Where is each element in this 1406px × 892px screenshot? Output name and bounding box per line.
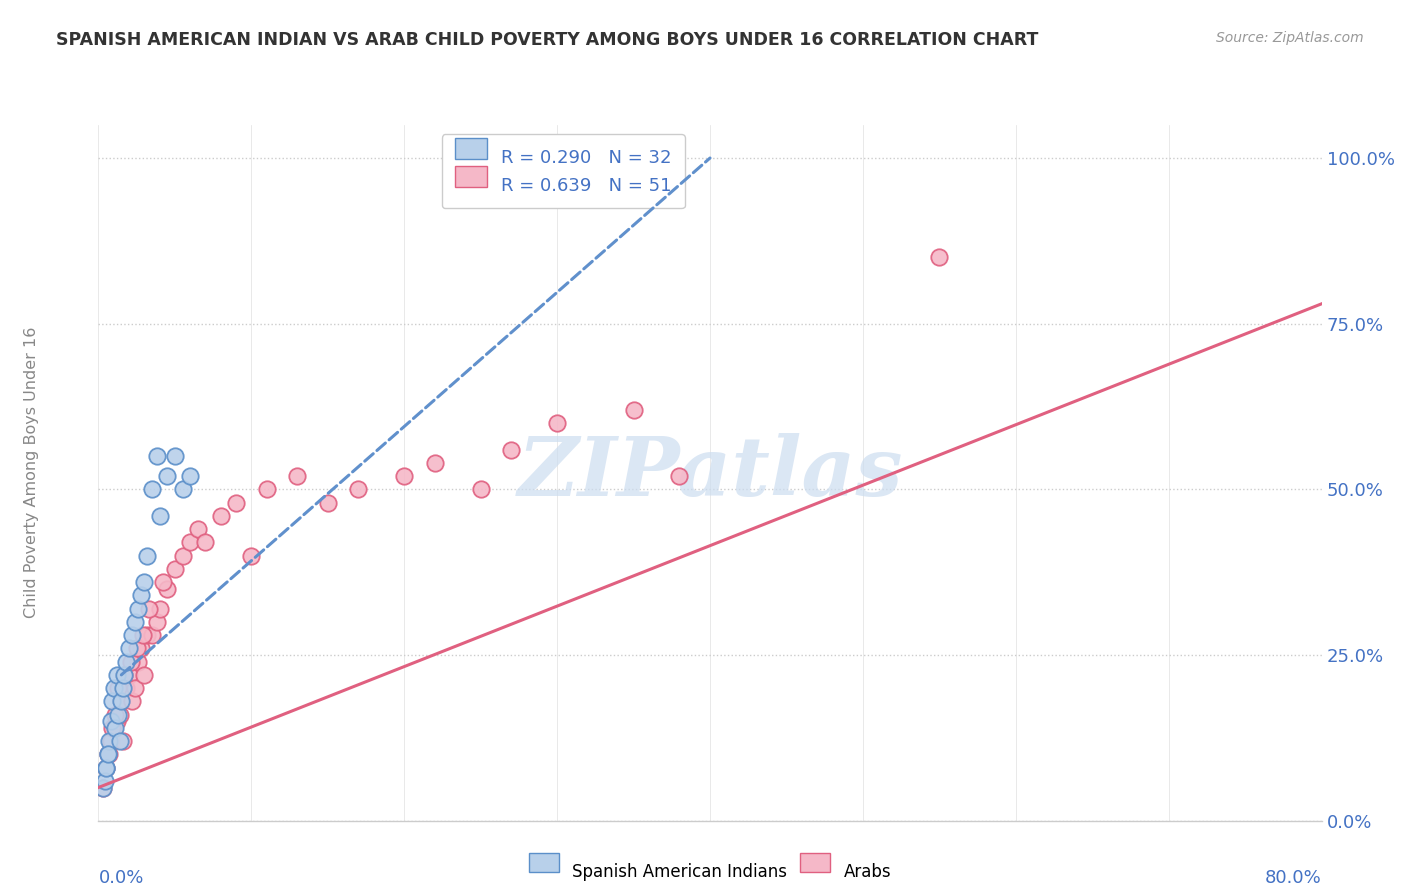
Point bbox=[105, 668, 128, 682]
Point bbox=[110, 694, 132, 708]
Point bbox=[98, 734, 121, 748]
Point bbox=[111, 681, 134, 695]
Point bbox=[105, 714, 128, 729]
Point bbox=[120, 655, 142, 669]
Point bbox=[118, 641, 141, 656]
Point bbox=[97, 747, 120, 762]
Point bbox=[179, 469, 201, 483]
Point bbox=[470, 483, 492, 497]
Point bbox=[94, 761, 117, 775]
Point bbox=[94, 761, 117, 775]
Point bbox=[107, 681, 129, 695]
Point bbox=[136, 628, 159, 642]
Point bbox=[94, 761, 117, 775]
Point bbox=[423, 456, 446, 470]
Point bbox=[145, 615, 167, 629]
Point bbox=[163, 449, 186, 463]
Point bbox=[121, 694, 143, 708]
Point bbox=[172, 549, 194, 563]
Point bbox=[127, 655, 149, 669]
Point bbox=[129, 588, 152, 602]
Point bbox=[129, 641, 152, 656]
Point bbox=[118, 668, 141, 682]
Text: 0.0%: 0.0% bbox=[98, 870, 143, 888]
Point bbox=[138, 601, 160, 615]
Point bbox=[623, 402, 645, 417]
Point bbox=[240, 549, 263, 563]
Text: Source: ZipAtlas.com: Source: ZipAtlas.com bbox=[1216, 31, 1364, 45]
Point bbox=[225, 495, 247, 509]
Point bbox=[546, 416, 568, 430]
Point bbox=[100, 714, 122, 729]
Point bbox=[256, 483, 278, 497]
Point bbox=[347, 483, 370, 497]
Point bbox=[91, 780, 114, 795]
Point bbox=[112, 668, 135, 682]
Point bbox=[132, 628, 155, 642]
Point bbox=[141, 628, 163, 642]
Point bbox=[127, 601, 149, 615]
Point bbox=[104, 721, 127, 735]
Text: ZIPatlas: ZIPatlas bbox=[517, 433, 903, 513]
Point bbox=[156, 469, 179, 483]
Point bbox=[111, 734, 134, 748]
Point bbox=[668, 469, 690, 483]
Text: SPANISH AMERICAN INDIAN VS ARAB CHILD POVERTY AMONG BOYS UNDER 16 CORRELATION CH: SPANISH AMERICAN INDIAN VS ARAB CHILD PO… bbox=[56, 31, 1039, 49]
Point bbox=[152, 575, 174, 590]
Point bbox=[172, 483, 194, 497]
Point bbox=[104, 707, 127, 722]
Point bbox=[97, 747, 120, 762]
Point bbox=[108, 707, 131, 722]
Point bbox=[149, 508, 172, 523]
Point bbox=[285, 469, 308, 483]
Point bbox=[125, 641, 148, 656]
Text: 80.0%: 80.0% bbox=[1265, 870, 1322, 888]
Point bbox=[97, 747, 120, 762]
Point bbox=[156, 582, 179, 596]
Point bbox=[121, 628, 143, 642]
Point bbox=[187, 522, 209, 536]
Point bbox=[163, 562, 186, 576]
Point bbox=[928, 251, 950, 265]
Point bbox=[112, 668, 135, 682]
Point bbox=[136, 549, 159, 563]
Point bbox=[103, 721, 125, 735]
Point bbox=[134, 668, 156, 682]
Point bbox=[194, 535, 217, 549]
Point bbox=[103, 681, 125, 695]
Point bbox=[124, 615, 146, 629]
Point bbox=[100, 734, 122, 748]
Point bbox=[115, 681, 138, 695]
Point bbox=[91, 780, 114, 795]
Point bbox=[209, 508, 232, 523]
Point bbox=[98, 747, 121, 762]
Point bbox=[124, 681, 146, 695]
Point bbox=[110, 694, 132, 708]
Point bbox=[392, 469, 416, 483]
Point bbox=[101, 721, 124, 735]
Point bbox=[115, 655, 138, 669]
Point bbox=[93, 773, 115, 788]
Point bbox=[141, 483, 163, 497]
Point bbox=[134, 575, 156, 590]
Point bbox=[316, 495, 339, 509]
Point bbox=[108, 734, 131, 748]
Point bbox=[101, 694, 124, 708]
Point bbox=[501, 442, 523, 457]
Text: Child Poverty Among Boys Under 16: Child Poverty Among Boys Under 16 bbox=[24, 327, 38, 618]
Point bbox=[179, 535, 201, 549]
Point bbox=[107, 707, 129, 722]
Point bbox=[145, 449, 167, 463]
Legend: Spanish American Indians, Arabs: Spanish American Indians, Arabs bbox=[517, 850, 903, 892]
Point bbox=[149, 601, 172, 615]
